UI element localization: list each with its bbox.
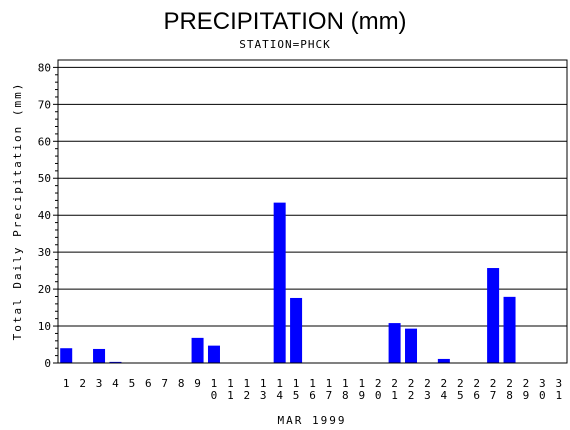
x-tick-label-1: 1	[63, 377, 70, 390]
plot-frame	[57, 59, 568, 364]
x-tick-label-2: 2	[79, 377, 86, 390]
bar-day-21	[388, 323, 401, 363]
bar-day-3	[93, 348, 106, 363]
y-tick-label-0: 0	[44, 357, 51, 370]
y-tick-label-30: 30	[38, 246, 51, 259]
y-tick-label-20: 20	[38, 283, 51, 296]
y-tick-label-60: 60	[38, 135, 51, 148]
y-tick-label-50: 50	[38, 172, 51, 185]
y-tick-label-40: 40	[38, 209, 51, 222]
bar-day-22	[405, 328, 418, 363]
y-tick-label-70: 70	[38, 98, 51, 111]
x-tick-label-6: 6	[145, 377, 152, 390]
bar-day-4	[109, 361, 122, 363]
bar-day-15	[290, 297, 303, 363]
bar-day-28	[503, 296, 516, 363]
chart-subtitle: STATION=PHCK	[239, 38, 330, 51]
bar-day-10	[207, 345, 220, 363]
x-tick-label-7: 7	[161, 377, 168, 390]
chart-title: PRECIPITATION (mm)	[163, 8, 406, 35]
y-axis-label: Total Daily Precipitation (mm)	[11, 82, 24, 341]
y-tick-label-80: 80	[38, 61, 51, 74]
bars	[60, 202, 516, 363]
x-axis: 1 2 3 4 5 6 7 8 9 1 01 11 21 31 41 51 61 71 81 92 02 12 22 32 42…	[63, 377, 562, 402]
y-axis: 0 10 20 30 40 50 60 70 80	[38, 61, 58, 370]
bar-day-1	[60, 348, 73, 363]
gridlines	[58, 66, 567, 327]
x-tick-label-5: 5	[129, 377, 136, 390]
y-tick-label-10: 10	[38, 320, 51, 333]
x-tick-label-8: 8	[178, 377, 185, 390]
bar-day-27	[487, 268, 500, 363]
bar-day-24	[437, 358, 450, 363]
x-tick-label-9: 9	[194, 377, 201, 390]
x-axis-label: MAR 1999	[278, 414, 347, 427]
x-tick-label-4: 4	[112, 377, 119, 390]
bar-day-14	[273, 202, 286, 363]
x-tick-label-3: 3	[96, 377, 103, 390]
bar-day-9	[191, 337, 204, 363]
